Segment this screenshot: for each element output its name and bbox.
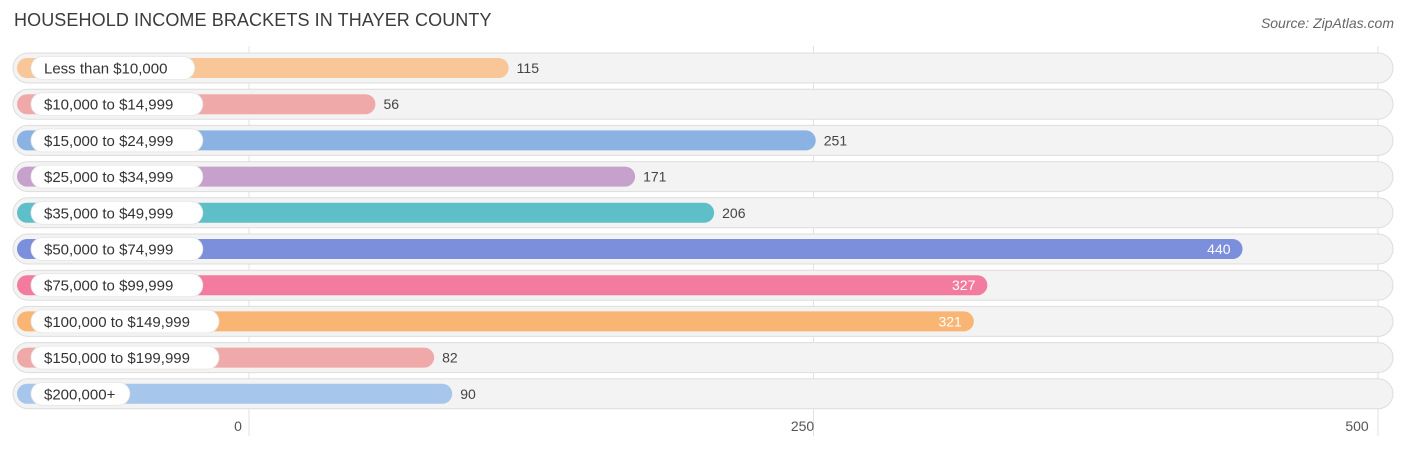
- category-label-pill: [30, 128, 204, 153]
- value-label: 251: [824, 132, 848, 148]
- value-label: 171: [643, 169, 667, 185]
- category-label-pill: [30, 164, 204, 189]
- bar: [17, 275, 988, 296]
- chart-title: HOUSEHOLD INCOME BRACKETS IN THAYER COUN…: [14, 10, 492, 30]
- value-label: 440: [1207, 241, 1231, 257]
- bar: [17, 239, 1243, 259]
- category-label-pill: [30, 56, 196, 80]
- category-label: $15,000 to $24,999: [44, 133, 173, 150]
- rows-layer: Less than $10,000 115 $10,000 to $14,999 56…: [12, 52, 1394, 410]
- bar-row: $35,000 to $49,999 206: [12, 197, 1394, 229]
- x-tick-label-0: 0: [234, 418, 242, 434]
- category-label: $75,000 to $99,999: [44, 278, 173, 295]
- value-label: 327: [952, 277, 976, 293]
- bar-row: $150,000 to $199,999 82: [12, 342, 1394, 374]
- category-label-pill: [30, 309, 220, 334]
- category-label-pill: [30, 273, 204, 298]
- value-label: 321: [938, 313, 962, 329]
- bar-row: $15,000 to $24,999 251: [12, 124, 1394, 156]
- bar-row: $50,000 to $74,999 440: [12, 233, 1394, 265]
- category-label: $100,000 to $149,999: [44, 314, 190, 331]
- category-label: $200,000+: [44, 386, 116, 403]
- category-label: $10,000 to $14,999: [44, 97, 173, 114]
- value-label: 115: [517, 60, 540, 76]
- category-label-pill: [30, 92, 204, 117]
- ticks-layer: 0 250 500: [234, 418, 1369, 434]
- bar-row: $200,000+ 90: [12, 378, 1394, 410]
- x-tick-label-250: 250: [791, 418, 815, 434]
- category-label: $35,000 to $49,999: [44, 205, 173, 222]
- x-tick-label-500: 500: [1345, 418, 1369, 434]
- category-label-pill: [30, 345, 220, 370]
- value-label: 56: [383, 96, 399, 112]
- value-label: 82: [442, 350, 458, 366]
- bar: [17, 311, 974, 332]
- category-label-pill: [30, 200, 204, 225]
- bar-row: $10,000 to $14,999 56: [12, 88, 1394, 120]
- category-label: $50,000 to $74,999: [44, 242, 173, 259]
- category-label-pill: [30, 237, 204, 261]
- bar-row: $25,000 to $34,999 171: [12, 161, 1394, 193]
- bar: [17, 130, 816, 151]
- bar-row: $75,000 to $99,999 327: [12, 269, 1394, 301]
- bar-row: $100,000 to $149,999 321: [12, 305, 1394, 337]
- value-label: 206: [722, 205, 746, 221]
- source-label: Source: ZipAtlas.com: [1260, 15, 1394, 31]
- category-label: Less than $10,000: [44, 61, 167, 78]
- category-label: $25,000 to $34,999: [44, 169, 173, 186]
- bar-row: Less than $10,000 115: [12, 52, 1394, 84]
- category-label-pill: [30, 381, 131, 406]
- category-label: $150,000 to $199,999: [44, 350, 190, 367]
- value-label: 90: [460, 386, 476, 402]
